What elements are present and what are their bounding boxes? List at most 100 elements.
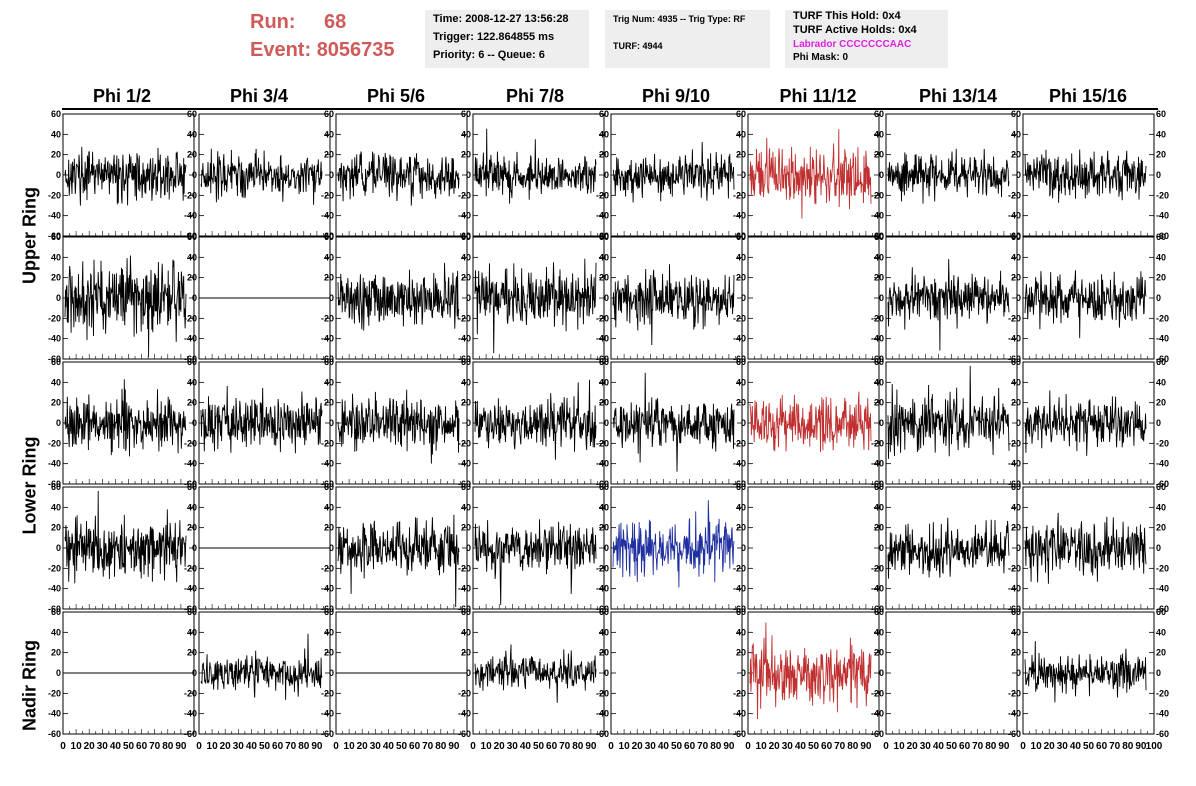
- x-tick-label: 30: [97, 741, 109, 752]
- x-tick-label: 90: [175, 741, 187, 752]
- y-tick-label: 0: [604, 543, 609, 553]
- x-tick-label: 90: [311, 741, 323, 752]
- x-tick-label: 60: [546, 741, 558, 752]
- y-tick-label: -40: [458, 459, 471, 469]
- y-tick-label: -60: [1008, 479, 1021, 489]
- y-tick-label: -20: [596, 438, 609, 448]
- y-tick-label: 40: [187, 129, 197, 139]
- waveform-trace: [612, 264, 735, 346]
- waveform-trace: [337, 262, 460, 331]
- x-tick-label: 30: [370, 741, 382, 752]
- waveform-panel-r2-c4: -60 -40 -20 0 20 40 60: [596, 357, 743, 489]
- x-tick-label: 20: [1044, 741, 1056, 752]
- waveform-trace: [200, 148, 323, 205]
- x-tick-label: 90: [1135, 741, 1147, 752]
- waveform-panel-r1-c2: -60 -40 -20 0 20 40 60: [321, 232, 468, 364]
- y-tick-label: 20: [51, 523, 61, 533]
- waveform-trace: [1024, 512, 1147, 584]
- y-tick-label: 0: [604, 668, 609, 678]
- y-tick-label: 60: [736, 607, 746, 617]
- y-tick-label: 60: [461, 109, 471, 119]
- x-tick-label: 20: [769, 741, 781, 752]
- x-tick-label: 40: [383, 741, 395, 752]
- y-tick-label: 40: [736, 252, 746, 262]
- y-tick-label: -60: [458, 604, 471, 614]
- waveform-trace: [474, 258, 597, 354]
- y-tick-label: -60: [1156, 231, 1169, 241]
- y-tick-label: 0: [741, 668, 746, 678]
- y-tick-label: 60: [736, 232, 746, 242]
- x-tick-label: 30: [920, 741, 932, 752]
- y-tick-label: -20: [321, 438, 334, 448]
- y-tick-label: -60: [1156, 354, 1169, 364]
- y-tick-label: -20: [1156, 190, 1169, 200]
- col-header-phi-1-2: Phi 1/2: [92, 86, 152, 106]
- x-tick-label: 40: [110, 741, 122, 752]
- y-tick-label: -60: [733, 354, 746, 364]
- y-tick-label: 20: [1011, 648, 1021, 658]
- y-tick-label: 0: [1156, 293, 1161, 303]
- y-tick-label: 40: [461, 627, 471, 637]
- y-tick-label: 0: [56, 668, 61, 678]
- y-tick-label: -40: [871, 211, 884, 221]
- y-tick-label: -20: [733, 313, 746, 323]
- y-tick-label: -60: [871, 729, 884, 739]
- x-tick-label: 40: [1070, 741, 1082, 752]
- y-tick-label: 40: [51, 252, 61, 262]
- y-tick-label: 20: [599, 648, 609, 658]
- y-tick-label: -40: [596, 584, 609, 594]
- y-tick-label: -20: [1008, 190, 1021, 200]
- y-tick-label: 40: [599, 502, 609, 512]
- waveform-trace: [887, 517, 1010, 579]
- waveform-panel-r4-c1: -60 -40 -20 0 20 40 60: [184, 607, 331, 739]
- y-tick-label: 40: [1011, 377, 1021, 387]
- y-tick-label: 0: [329, 418, 334, 428]
- y-tick-label: 60: [324, 607, 334, 617]
- waveform-trace: [474, 379, 597, 460]
- y-tick-label: 20: [461, 273, 471, 283]
- waveform-panel-r3-c0: -60 -40 -20 0 20 40 60: [48, 482, 195, 614]
- col-header-phi-15-16: Phi 15/16: [1048, 86, 1128, 106]
- y-tick-label: -40: [1008, 211, 1021, 221]
- y-tick-label: -20: [1008, 438, 1021, 448]
- x-tick-label: 100: [1146, 741, 1163, 752]
- x-tick-label: 10: [207, 741, 219, 752]
- waveform-panel-r0-c3: -60 -40 -20 0 20 40 60: [458, 109, 605, 241]
- waveform-panel-r1-c0: -60 -40 -20 0 20 40 60: [48, 232, 195, 364]
- y-tick-label: -20: [733, 688, 746, 698]
- waveform-panel-r3-c6: -60 -40 -20 0 20 40 60: [871, 482, 1018, 614]
- x-tick-label: 60: [1096, 741, 1108, 752]
- y-tick-label: -20: [321, 688, 334, 698]
- y-tick-label: 20: [187, 648, 197, 658]
- x-tick-label: 90: [860, 741, 872, 752]
- y-tick-label: 40: [1156, 252, 1166, 262]
- x-tick-label: 80: [985, 741, 997, 752]
- y-tick-label: 60: [187, 232, 197, 242]
- y-tick-label: 40: [461, 129, 471, 139]
- x-tick-label: 0: [745, 741, 751, 752]
- y-tick-label: 20: [51, 398, 61, 408]
- x-tick-label: 40: [933, 741, 945, 752]
- x-tick-label: 80: [1122, 741, 1134, 752]
- y-tick-label: 60: [874, 109, 884, 119]
- waveform-trace: [474, 128, 597, 204]
- y-tick-label: 60: [1011, 607, 1021, 617]
- y-tick-label: -40: [1156, 709, 1169, 719]
- waveform-trace: [1024, 149, 1147, 203]
- y-tick-label: 20: [187, 523, 197, 533]
- y-tick-label: -60: [321, 354, 334, 364]
- y-tick-label: 20: [874, 648, 884, 658]
- y-tick-label: 40: [1011, 502, 1021, 512]
- y-tick-label: 0: [879, 293, 884, 303]
- x-tick-label: 50: [1083, 741, 1095, 752]
- y-tick-label: 40: [1011, 129, 1021, 139]
- y-tick-label: 0: [56, 293, 61, 303]
- y-tick-label: 20: [1156, 523, 1166, 533]
- x-tick-label: 40: [520, 741, 532, 752]
- x-tick-label: 0: [196, 741, 202, 752]
- y-tick-label: -20: [184, 190, 197, 200]
- y-tick-label: -40: [733, 584, 746, 594]
- y-tick-label: -60: [458, 729, 471, 739]
- y-tick-label: 60: [1156, 357, 1166, 367]
- y-tick-label: -60: [596, 231, 609, 241]
